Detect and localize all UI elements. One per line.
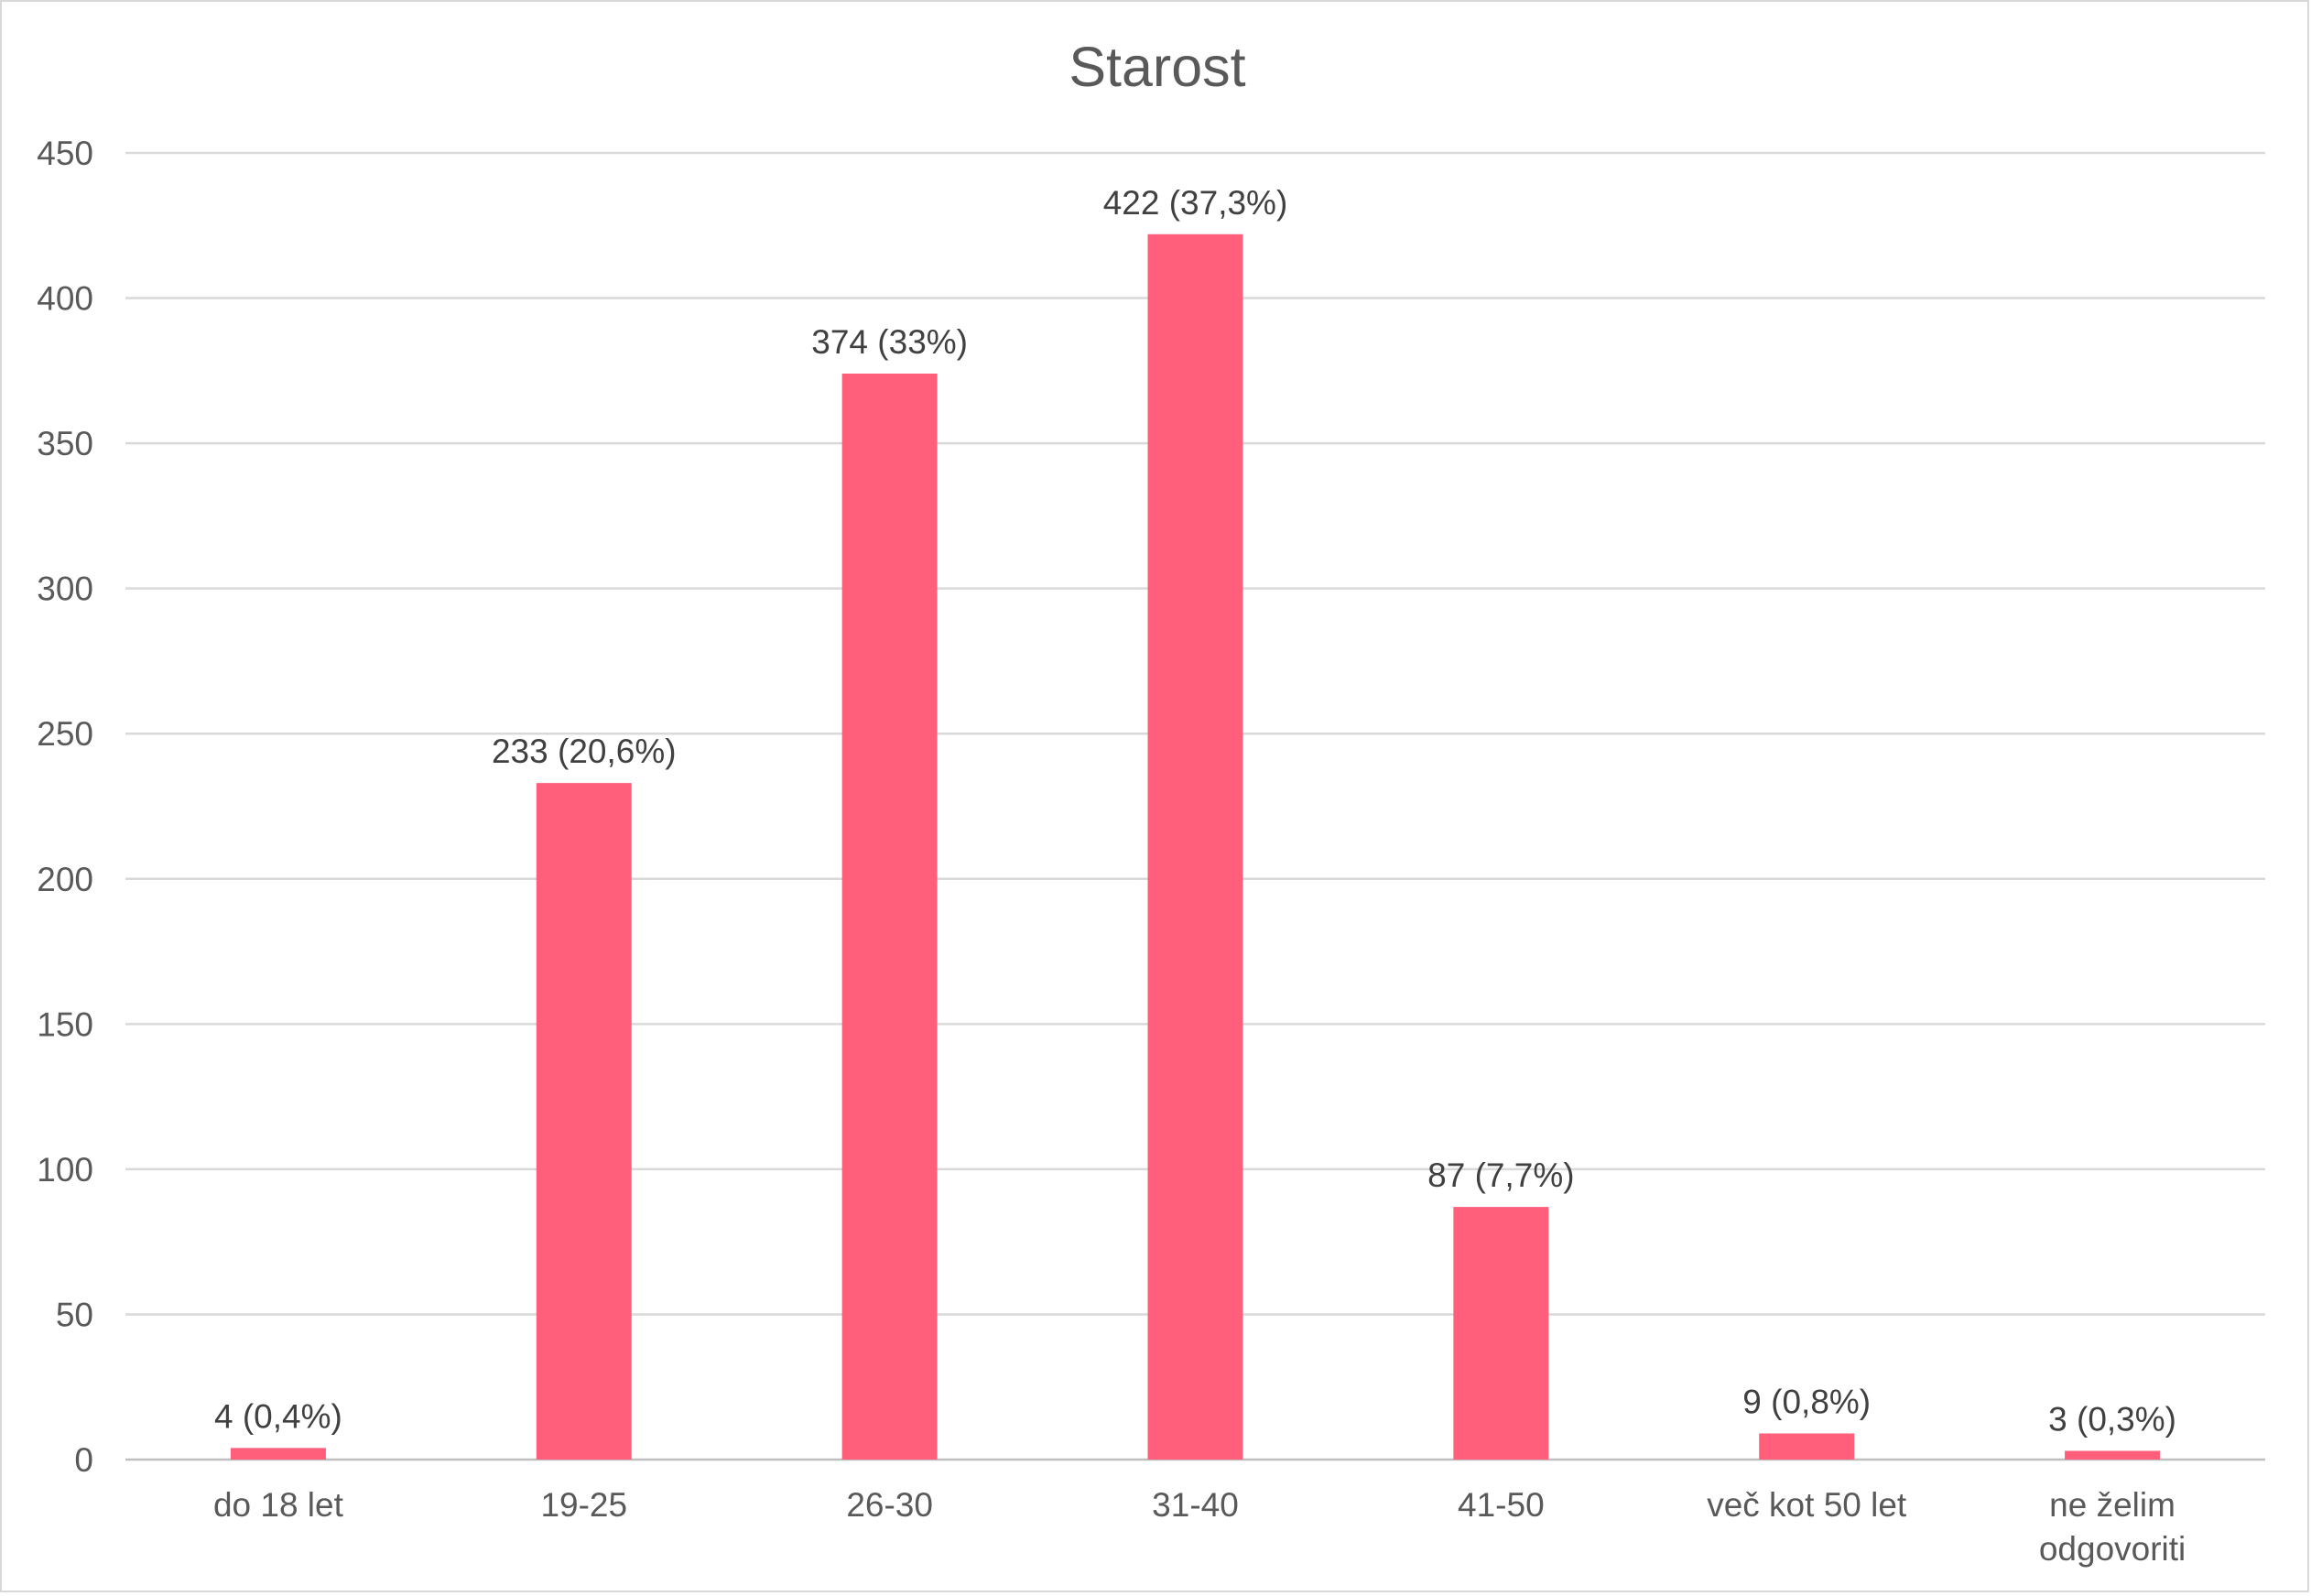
data-label: 9 (0,8%) <box>1742 1383 1871 1420</box>
data-label: 233 (20,6%) <box>492 733 677 770</box>
x-category-line: 19-25 <box>540 1486 627 1524</box>
bar <box>1453 1207 1549 1460</box>
y-tick-label: 0 <box>74 1441 93 1479</box>
x-category-line: 26-30 <box>846 1486 933 1524</box>
x-category-line: več kot 50 let <box>1707 1486 1907 1524</box>
x-axis-categories: do 18 let 19-25 26-30 31-40 41-50 več kot 50 … <box>213 1486 2186 1568</box>
y-tick-label: 400 <box>37 280 93 318</box>
x-category-label: do 18 let <box>213 1486 344 1524</box>
x-category-label: 19-25 <box>540 1486 627 1524</box>
x-category-label: 26-30 <box>846 1486 933 1524</box>
bar <box>1759 1433 1855 1460</box>
x-category-label: 31-40 <box>1152 1486 1239 1524</box>
x-category-label: več kot 50 let <box>1707 1486 1907 1524</box>
y-axis-ticks: 0 50 100 150 200 250 300 350 400 450 <box>37 135 93 1479</box>
data-label: 374 (33%) <box>811 323 968 361</box>
bar <box>1147 233 1243 1460</box>
y-tick-label: 450 <box>37 135 93 172</box>
x-category-label: ne želim odgovoriti <box>2039 1486 2186 1568</box>
data-label: 422 (37,3%) <box>1103 184 1288 222</box>
bar <box>536 783 632 1460</box>
x-category-line: 31-40 <box>1152 1486 1239 1524</box>
x-category-line: odgovoriti <box>2039 1530 2186 1568</box>
x-category-line: 41-50 <box>1458 1486 1545 1524</box>
y-tick-label: 350 <box>37 425 93 462</box>
x-category-label: 41-50 <box>1458 1486 1545 1524</box>
y-tick-label: 150 <box>37 1005 93 1043</box>
data-label: 87 (7,7%) <box>1427 1156 1574 1194</box>
bar <box>841 374 938 1460</box>
data-label: 4 (0,4%) <box>214 1397 342 1435</box>
bars <box>230 233 2161 1460</box>
data-labels: 4 (0,4%) 233 (20,6%) 374 (33%) 422 (37,3%) 8… <box>214 184 2176 1439</box>
y-tick-label: 250 <box>37 715 93 753</box>
y-tick-label: 200 <box>37 861 93 898</box>
x-category-line: ne želim <box>2049 1486 2175 1524</box>
bar <box>2065 1450 2161 1460</box>
y-tick-label: 100 <box>37 1151 93 1189</box>
data-label: 3 (0,3%) <box>2048 1400 2176 1438</box>
y-tick-label: 50 <box>56 1296 93 1333</box>
chart-title: Starost <box>1069 36 1245 98</box>
bar <box>230 1448 326 1460</box>
x-category-line: do 18 let <box>213 1486 344 1524</box>
y-tick-label: 300 <box>37 570 93 608</box>
